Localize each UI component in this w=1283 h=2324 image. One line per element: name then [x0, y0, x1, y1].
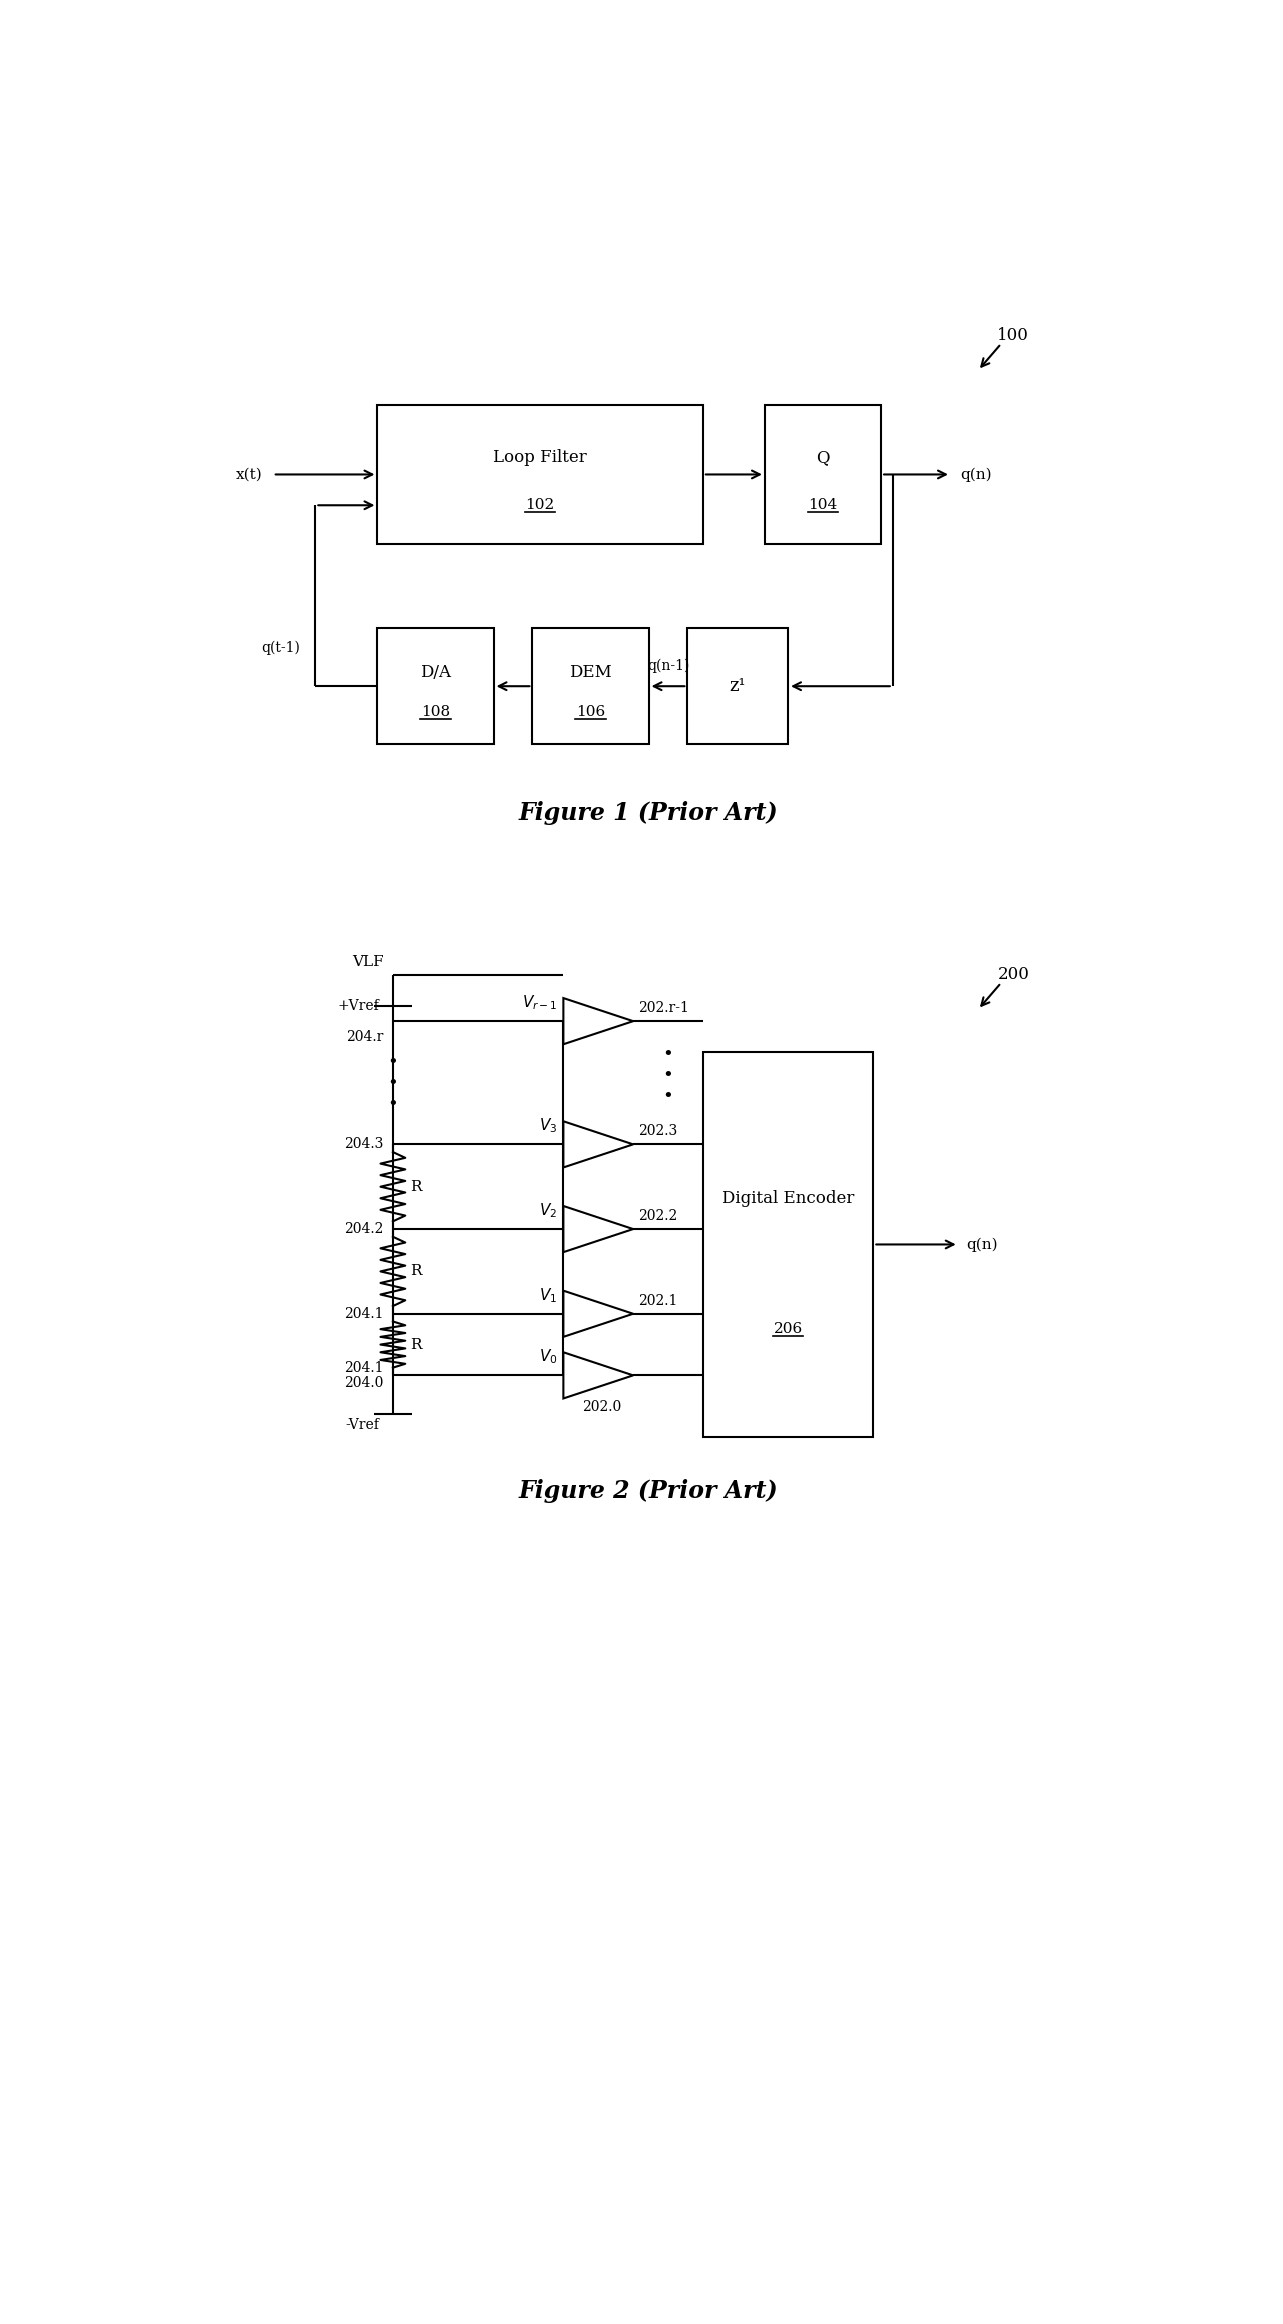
Text: 206: 206 [774, 1322, 803, 1336]
Text: $V_1$: $V_1$ [539, 1285, 557, 1304]
Text: R: R [411, 1264, 421, 1278]
Bar [532, 627, 649, 744]
Text: $V_{r-1}$: $V_{r-1}$ [521, 992, 557, 1011]
Text: •
•
•: • • • [662, 1046, 674, 1104]
Text: 108: 108 [421, 704, 450, 718]
Text: 204.r: 204.r [346, 1030, 384, 1043]
Bar [688, 627, 788, 744]
Text: q(n): q(n) [960, 467, 992, 481]
Text: 104: 104 [808, 497, 838, 511]
Text: $V_3$: $V_3$ [539, 1116, 557, 1134]
Text: 100: 100 [997, 328, 1029, 344]
Text: D/A: D/A [420, 665, 452, 681]
Text: q(t-1): q(t-1) [260, 641, 300, 655]
Text: 102: 102 [526, 497, 554, 511]
Text: R: R [411, 1181, 421, 1195]
Text: $V_2$: $V_2$ [539, 1202, 557, 1220]
Text: 202.2: 202.2 [638, 1208, 677, 1222]
Text: Digital Encoder: Digital Encoder [722, 1190, 854, 1206]
Text: •
•
•: • • • [387, 1053, 398, 1113]
Text: 200: 200 [997, 967, 1029, 983]
Text: 204.2: 204.2 [344, 1222, 384, 1236]
Text: 202.0: 202.0 [582, 1399, 622, 1413]
Text: x(t): x(t) [236, 467, 263, 481]
Text: Q: Q [816, 449, 830, 467]
Bar [377, 627, 494, 744]
Text: $V_0$: $V_0$ [539, 1348, 557, 1367]
Text: 204.1: 204.1 [344, 1360, 384, 1376]
Polygon shape [563, 997, 633, 1043]
Text: Loop Filter: Loop Filter [493, 449, 588, 467]
Polygon shape [563, 1120, 633, 1167]
Text: Figure 1 (Prior Art): Figure 1 (Prior Art) [518, 802, 779, 825]
Bar [703, 1053, 874, 1436]
Text: q(n-1): q(n-1) [647, 658, 689, 672]
Text: 202.3: 202.3 [638, 1125, 677, 1139]
Text: 202.r-1: 202.r-1 [638, 1002, 689, 1016]
Polygon shape [563, 1290, 633, 1336]
Text: z¹: z¹ [730, 676, 745, 695]
Text: DEM: DEM [570, 665, 612, 681]
Text: 204.1: 204.1 [344, 1306, 384, 1320]
Text: 202.1: 202.1 [638, 1294, 677, 1308]
Text: Figure 2 (Prior Art): Figure 2 (Prior Art) [518, 1478, 779, 1504]
Text: 204.0: 204.0 [344, 1376, 384, 1390]
Text: VLF: VLF [352, 955, 384, 969]
Polygon shape [563, 1206, 633, 1253]
Text: 204.3: 204.3 [344, 1136, 384, 1150]
Bar [377, 404, 703, 544]
Text: 106: 106 [576, 704, 606, 718]
Text: q(n): q(n) [966, 1236, 998, 1253]
Text: R: R [411, 1339, 421, 1353]
Text: +Vref: +Vref [337, 999, 378, 1013]
Text: -Vref: -Vref [345, 1418, 378, 1432]
Polygon shape [563, 1353, 633, 1399]
Bar [765, 404, 881, 544]
